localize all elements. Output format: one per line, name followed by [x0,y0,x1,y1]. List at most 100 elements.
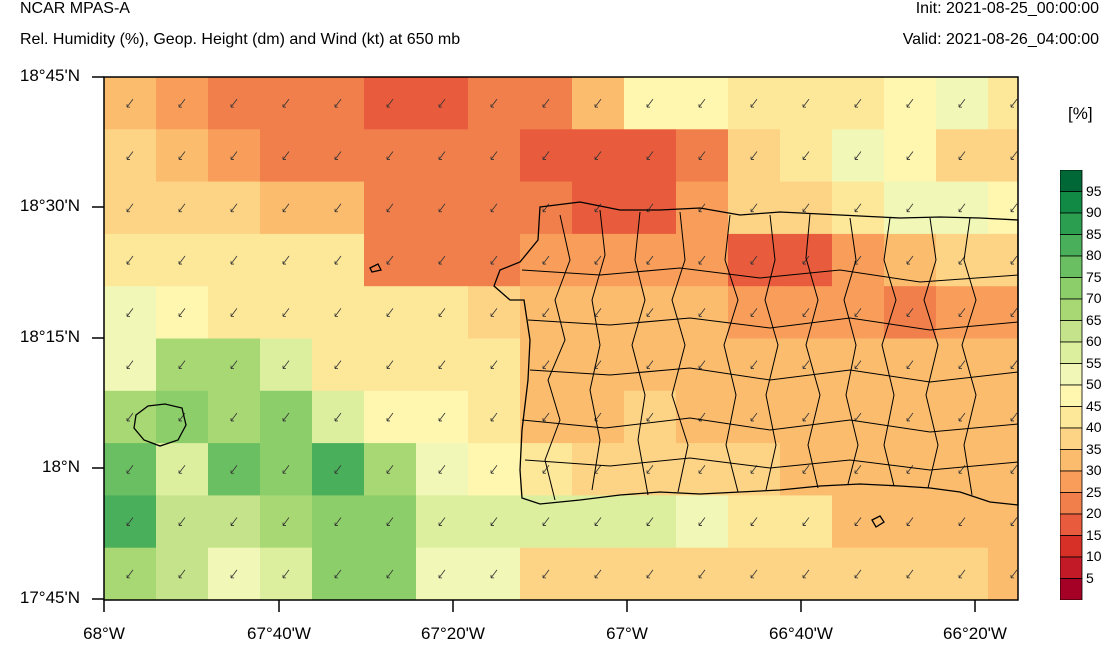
y-label-18-15: 18°15'N [19,327,80,346]
wind-arrow [698,308,706,317]
wind-arrow [698,360,706,370]
wind-arrow [282,569,290,579]
wind-arrow [386,98,394,108]
colorbar-tick-label: 40 [1086,419,1102,435]
wind-arrow [282,412,290,422]
valid-time: Valid: 2021-08-26_04:00:00 [902,31,1099,48]
wind-arrow [438,412,446,422]
wind-arrow [750,308,758,317]
wind-arrow [334,203,342,213]
wind-arrow [178,151,186,160]
coastline-outline [133,201,1019,528]
wind-arrow [750,151,758,160]
wind-arrow [750,412,758,422]
wind-arrow [386,360,394,370]
wind-arrow [334,151,342,160]
wind-arrow [906,255,914,265]
wind-arrow [906,517,914,526]
wind-arrow [594,203,602,213]
wind-arrow [646,98,654,108]
colorbar-swatch [1060,363,1083,386]
x-label-67-20w: 67°20'W [421,624,485,643]
wind-arrow [854,151,862,160]
wind-arrow [490,98,498,108]
wind-arrow [386,255,394,265]
wind-arrow [386,203,394,213]
wind-arrow [542,151,550,160]
wind-arrow [646,255,654,265]
wind-arrow [542,98,550,108]
wind-arrow [646,569,654,579]
figure-subtitle: Rel. Humidity (%), Geop. Height (dm) and… [20,31,461,48]
wind-arrow [906,151,914,160]
colorbar-tick-label: 70 [1086,290,1102,306]
wind-arrow [802,203,810,213]
wind-arrow [490,308,498,317]
wind-arrow [230,517,238,526]
wind-arrow [230,308,238,317]
colorbar-swatch [1060,556,1083,579]
wind-arrow [438,360,446,370]
colorbar-tick-label: 80 [1086,247,1102,263]
municipality-borders [521,209,1019,501]
wind-arrow [854,465,862,474]
wind-arrow [438,151,446,160]
wind-arrow [542,203,550,213]
wind-arrow [438,255,446,265]
wind-arrow [126,517,134,526]
wind-arrow [854,360,862,370]
wind-arrow [282,465,290,474]
wind-arrow [1010,98,1018,108]
wind-arrow [230,151,238,160]
wind-arrow [906,569,914,579]
colorbar-tick-label: 20 [1086,505,1102,521]
wind-arrow [542,255,550,265]
colorbar-swatch [1060,234,1083,257]
colorbar-tick-label: 50 [1086,376,1102,392]
wind-arrow [750,203,758,213]
colorbar-tick-label: 75 [1086,268,1102,285]
colorbar-swatch [1060,255,1083,278]
wind-arrow [490,517,498,526]
wind-arrow [386,517,394,526]
wind-arrow [490,465,498,474]
wind-arrow [646,308,654,317]
wind-arrow [1010,255,1018,265]
wind-arrow [1010,151,1018,160]
wind-arrow [958,412,966,422]
wind-arrow [282,517,290,526]
wind-arrow [698,465,706,474]
wind-arrow [802,517,810,526]
wind-arrow [282,308,290,317]
colorbar-tick-label: 35 [1086,440,1102,457]
wind-arrow [126,360,134,370]
y-label-18-45: 18°45'N [19,66,80,85]
wind-arrow [178,569,186,579]
wind-arrow [230,412,238,422]
wind-arrow [490,569,498,579]
axis-ticks [92,76,976,612]
wind-arrow [802,360,810,370]
wind-arrow [1010,412,1018,422]
wind-arrow [386,308,394,317]
wind-arrow [230,569,238,579]
puerto-rico-coastline [493,201,1019,506]
wind-arrow [906,308,914,317]
wind-arrow [854,308,862,317]
colorbar-swatch [1060,427,1083,450]
colorbar-swatch [1060,191,1083,214]
wind-arrow [178,517,186,526]
wind-arrow [126,255,134,265]
colorbar-tick-label: 45 [1086,397,1102,414]
colorbar-unit: [%] [1068,104,1093,123]
humidity-grid [104,77,1019,601]
wind-arrow [334,255,342,265]
wind-arrow [594,255,602,265]
y-label-18-30: 18°30'N [19,196,80,215]
wind-arrow [854,517,862,526]
wind-arrow [490,255,498,265]
wind-arrow [126,412,134,422]
wind-arrow [802,255,810,265]
figure-title: NCAR MPAS-A [20,0,130,17]
wind-arrow [906,412,914,422]
